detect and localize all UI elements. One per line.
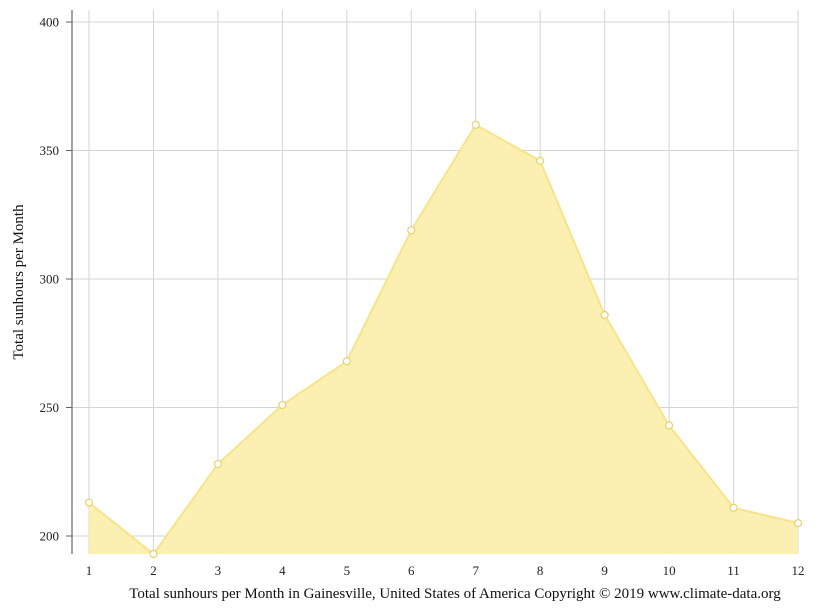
x-tick-label-6: 6 <box>408 563 415 578</box>
x-tick-label-9: 9 <box>601 563 608 578</box>
data-point-5 <box>342 357 351 366</box>
y-tick-label-350: 350 <box>40 143 60 158</box>
x-tick-label-2: 2 <box>150 563 157 578</box>
y-tick-label-400: 400 <box>40 15 60 30</box>
area-fill <box>89 124 798 554</box>
data-point-6 <box>407 226 416 235</box>
data-points <box>84 120 803 559</box>
data-point-12 <box>793 519 803 528</box>
data-point-2 <box>149 549 158 559</box>
data-point-8 <box>536 156 545 165</box>
y-axis <box>66 10 73 554</box>
x-tick-label-1: 1 <box>86 563 93 578</box>
x-tick-label-4: 4 <box>279 563 286 578</box>
x-tick-label-8: 8 <box>537 563 544 578</box>
x-tick-label-3: 3 <box>215 563 222 578</box>
data-point-7 <box>471 120 480 129</box>
data-point-3 <box>213 459 223 469</box>
series-line <box>88 123 799 556</box>
data-point-9 <box>600 310 609 320</box>
y-axis-label: Total sunhours per Month <box>11 204 27 360</box>
y-tick-label-250: 250 <box>40 400 60 415</box>
x-tick-label-5: 5 <box>344 563 351 578</box>
y-tick-label-200: 200 <box>40 529 60 544</box>
y-tick-labels: 200 250 300 350 400 <box>40 15 60 544</box>
data-point-10 <box>664 421 674 430</box>
y-tick-label-300: 300 <box>40 272 60 287</box>
x-tick-label-10: 10 <box>663 563 676 578</box>
area-layer <box>88 123 799 556</box>
x-tick-label-12: 12 <box>792 563 805 578</box>
data-point-1 <box>84 498 94 507</box>
data-point-4 <box>278 400 287 410</box>
x-tick-label-11: 11 <box>727 563 740 578</box>
x-axis-caption: Total sunhours per Month in Gainesville,… <box>129 586 781 602</box>
x-tick-labels: 1 2 3 4 5 6 7 8 9 10 11 12 <box>86 563 805 578</box>
data-point-11 <box>729 503 738 512</box>
x-tick-label-7: 7 <box>472 563 479 578</box>
